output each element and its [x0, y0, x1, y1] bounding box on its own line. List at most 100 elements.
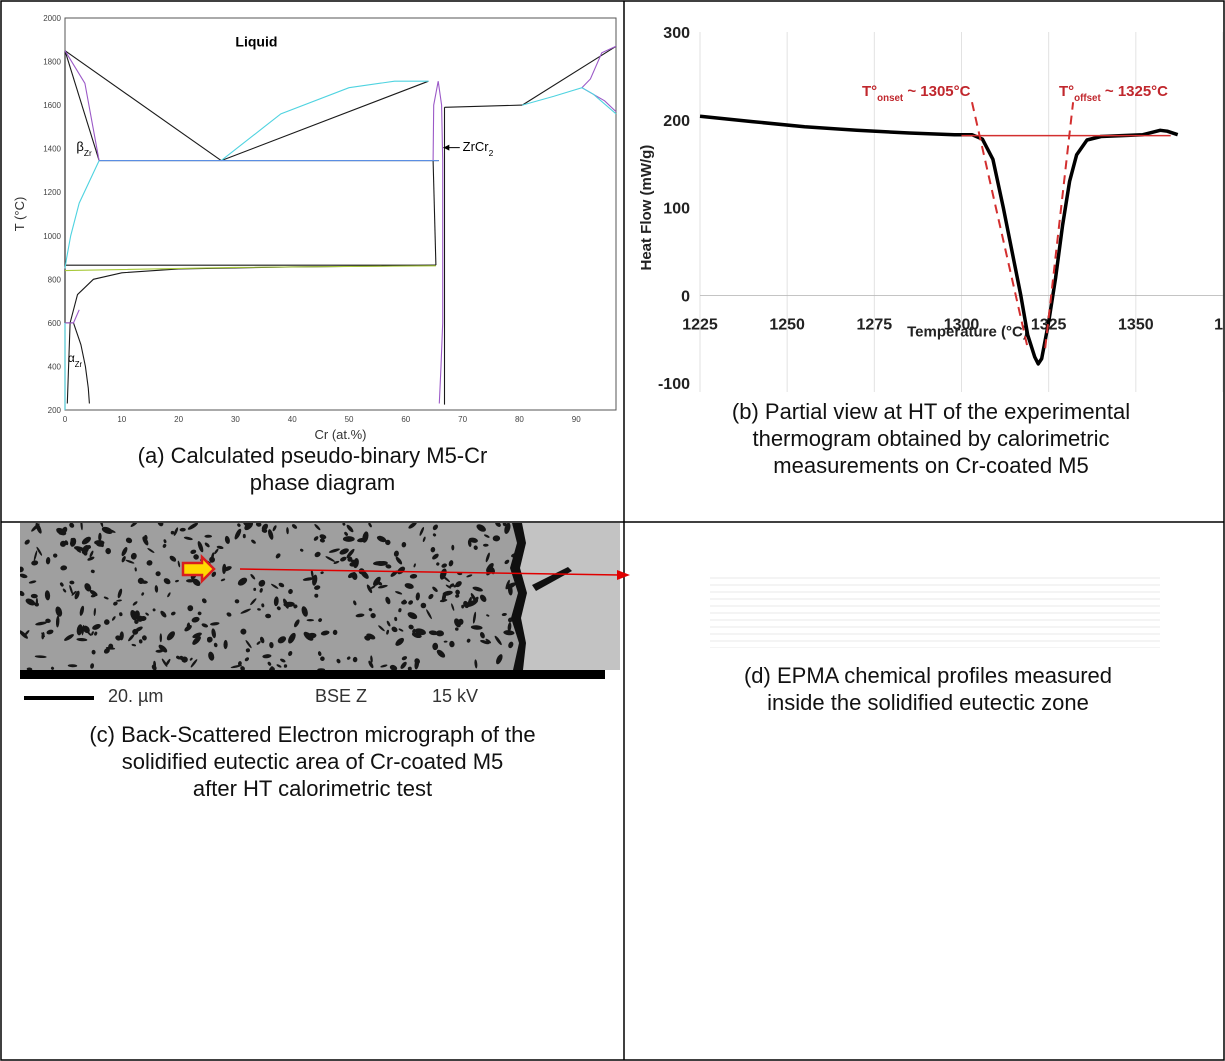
eutectic-phase-blob: [386, 620, 391, 627]
detector-label: BSE Z: [315, 686, 368, 706]
eutectic-phase-blob: [103, 648, 110, 654]
y-tick-label: 1000: [43, 232, 61, 241]
eutectic-phase-blob: [226, 612, 232, 617]
eutectic-phase-blob: [448, 560, 454, 567]
x-tick-label: 1275: [857, 316, 893, 333]
eutectic-phase-blob: [483, 543, 489, 547]
eutectic-phase-blob: [234, 599, 240, 604]
eutectic-phase-blob: [190, 659, 198, 668]
eutectic-phase-blob: [442, 590, 453, 596]
eutectic-phase-blob: [508, 641, 514, 649]
y-tick-label: 300: [663, 25, 690, 42]
eutectic-phase-blob: [67, 664, 78, 668]
eutectic-phase-blob: [62, 588, 67, 593]
eutectic-phase-blob: [503, 630, 515, 636]
eutectic-phase-blob: [179, 527, 186, 532]
phase-boundary-line: [581, 45, 617, 89]
panel-d: (d) EPMA chemical profiles measured insi…: [625, 523, 1223, 1059]
eutectic-phase-blob: [183, 536, 193, 541]
eutectic-phase-blob: [130, 523, 138, 527]
onset-annotation: T°onset ~ 1305°C: [862, 83, 971, 104]
eutectic-phase-blob: [245, 648, 250, 653]
eutectic-phase-blob: [60, 565, 68, 571]
eutectic-phase-blob: [291, 524, 298, 529]
eutectic-phase-blob: [201, 598, 207, 604]
eutectic-phase-blob: [84, 583, 92, 592]
eutectic-phase-blob: [158, 644, 168, 653]
eutectic-phase-blob: [269, 642, 274, 649]
eutectic-phase-blob: [376, 535, 387, 543]
eutectic-phase-blob: [344, 531, 348, 536]
eutectic-phase-blob: [163, 539, 167, 544]
eutectic-phase-blob: [206, 636, 213, 643]
y-tick-label: -100: [658, 376, 690, 393]
eutectic-phase-blob: [346, 524, 354, 533]
eutectic-phase-blob: [204, 534, 212, 538]
eutectic-phase-blob: [45, 618, 51, 624]
eutectic-phase-blob: [476, 524, 486, 532]
eutectic-phase-blob: [432, 553, 439, 560]
phase-boundary-line: [220, 80, 429, 162]
eutectic-phase-blob: [24, 539, 30, 545]
eutectic-phase-blob: [415, 628, 426, 636]
eutectic-phase-blob: [256, 641, 261, 645]
eutectic-phase-blob: [20, 590, 25, 597]
eutectic-phase-blob: [408, 624, 414, 630]
eutectic-phase-blob: [111, 616, 116, 621]
eutectic-phase-blob: [70, 537, 76, 545]
eutectic-phase-blob: [69, 585, 73, 595]
y-tick-label: 200: [48, 406, 62, 415]
eutectic-phase-blob: [80, 523, 83, 531]
eutectic-phase-blob: [307, 632, 317, 639]
y-axis-label: T (°C): [12, 197, 27, 232]
eutectic-phase-blob: [166, 631, 175, 641]
eutectic-phase-blob: [204, 542, 210, 548]
eutectic-phase-blob: [413, 563, 416, 568]
eutectic-phase-blob: [370, 612, 376, 619]
eutectic-phase-blob: [154, 585, 159, 593]
eutectic-phase-blob: [240, 666, 245, 670]
y-tick-label: 200: [663, 113, 690, 130]
eutectic-phase-blob: [82, 549, 88, 556]
eutectic-phase-blob: [283, 601, 295, 608]
eutectic-phase-blob: [395, 637, 405, 646]
eutectic-phase-blob: [53, 553, 58, 558]
eutectic-phase-blob: [483, 534, 490, 538]
eutectic-phase-blob: [125, 537, 133, 544]
eutectic-phase-blob: [306, 619, 314, 622]
phase-boundary-line: [64, 50, 100, 161]
eutectic-phase-blob: [373, 561, 385, 566]
eutectic-phase-blob: [505, 582, 517, 590]
eutectic-phase-blob: [342, 523, 346, 526]
eutectic-phase-blob: [240, 628, 247, 635]
x-tick-label: 20: [174, 415, 183, 424]
eutectic-phase-blob: [251, 539, 256, 544]
eutectic-phase-blob: [485, 638, 492, 644]
eutectic-phase-blob: [474, 659, 478, 669]
y-axis-label: Heat Flow (mW/g): [638, 145, 655, 271]
eutectic-phase-blob: [352, 656, 358, 663]
eutectic-phase-blob: [314, 551, 321, 558]
y-tick-label: 100: [663, 201, 690, 218]
eutectic-phase-blob: [132, 601, 138, 606]
caption-d-line-1: (d) EPMA chemical profiles measured: [743, 663, 1113, 688]
eutectic-phase-blob: [480, 639, 490, 645]
eutectic-phase-blob: [255, 523, 262, 527]
eutectic-phase-blob: [250, 598, 257, 606]
eutectic-phase-blob: [283, 664, 288, 668]
phase-boundary-line: [64, 50, 100, 161]
eutectic-phase-blob: [333, 560, 340, 564]
eutectic-phase-blob: [131, 643, 137, 647]
caption-d: (d) EPMA chemical profiles measured insi…: [625, 662, 1223, 716]
eutectic-phase-blob: [504, 523, 511, 534]
eutectic-phase-blob: [137, 577, 144, 585]
eutectic-phase-blob: [258, 579, 266, 587]
eutectic-phase-blob: [103, 596, 109, 600]
eutectic-phase-blob: [386, 629, 390, 635]
eutectic-phase-blob: [237, 577, 248, 586]
eutectic-phase-blob: [25, 598, 36, 606]
eutectic-phase-blob: [190, 549, 197, 554]
eutectic-phase-blob: [501, 612, 507, 617]
eutectic-phase-blob: [20, 630, 28, 639]
